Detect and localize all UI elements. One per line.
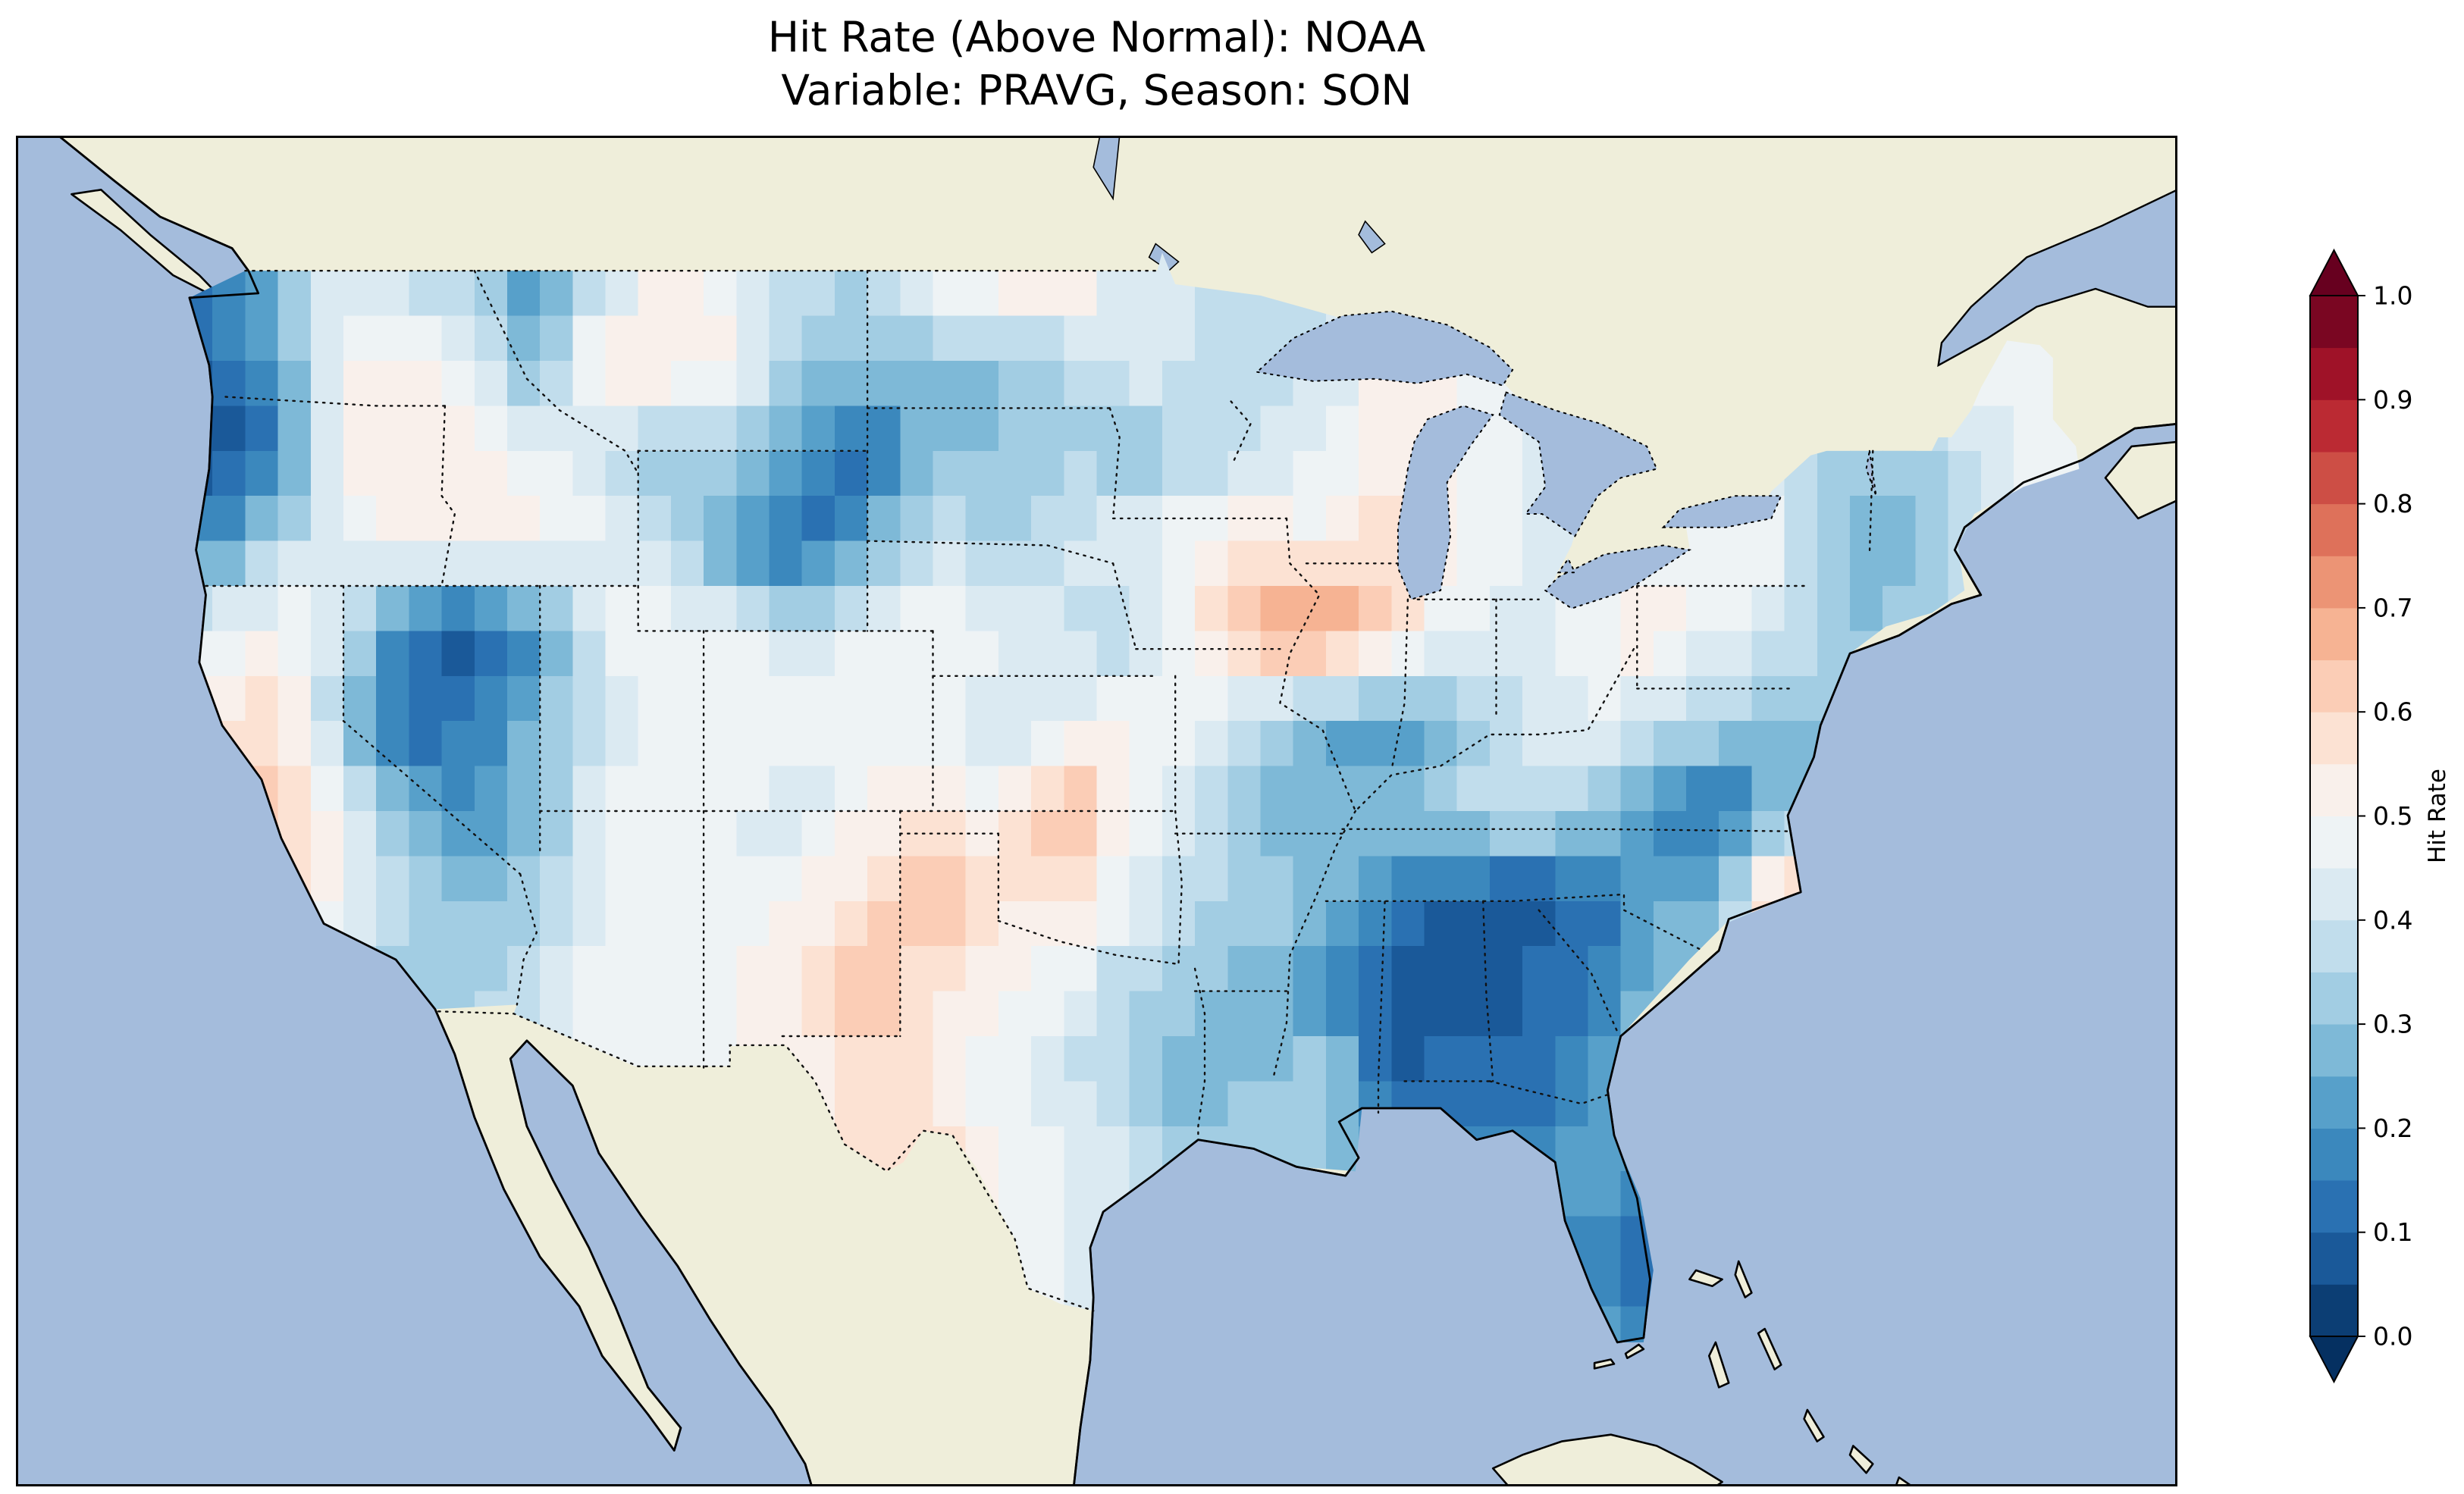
state-border-line (1868, 449, 1874, 556)
gulf-of-st-lawrence (1937, 188, 2177, 368)
state-border-line (224, 396, 447, 407)
small-island (1848, 1445, 1874, 1474)
colorbar-tick-label: 0.9 (2373, 385, 2412, 415)
colorbar-tick-label: 0.2 (2373, 1113, 2412, 1143)
axes-frame (16, 136, 2177, 1486)
state-border-line (1390, 598, 1409, 772)
lake (1498, 391, 1658, 538)
small-island (1757, 1327, 1782, 1370)
small-island (1734, 1260, 1753, 1298)
state-border-line (1377, 900, 1386, 1114)
canadian-lake (1358, 220, 1386, 254)
state-border-line (1488, 1080, 1609, 1105)
state-border-line (1279, 517, 1357, 813)
nova-scotia (2104, 440, 2177, 520)
colorbar-ticks: 1.0 0.9 0.8 0.7 0.6 0.5 0.4 0.3 0.2 0.1 0.0 (2358, 281, 2412, 1351)
colorbar-tick-label: 0.6 (2373, 697, 2412, 727)
chart-title-line1: Hit Rate (Above Normal): NOAA (767, 13, 1426, 61)
state-border-line (516, 873, 538, 1006)
small-island (1803, 1408, 1825, 1442)
colorbar-tick-label: 1.0 (2373, 281, 2412, 311)
chart-title: Hit Rate (Above Normal): NOAA Variable: … (16, 11, 2177, 117)
colorbar-tick-label: 0.3 (2373, 1010, 2412, 1039)
state-border-line (1272, 810, 1357, 1078)
lake (1556, 557, 1576, 574)
colorbar-under-arrow (2309, 1336, 2359, 1384)
state-border-line (1354, 648, 1635, 813)
state-border-line (437, 1010, 1095, 1312)
great-lakes-layer (1256, 310, 1877, 609)
colorbar: 1.0 0.9 0.8 0.7 0.6 0.5 0.4 0.3 0.2 0.1 0.0 Hit Rat… (2309, 248, 2451, 1384)
state-border-line (1538, 909, 1619, 1033)
state-border-line (1230, 400, 1252, 461)
state-borders-layer (205, 269, 1874, 1312)
small-island (1688, 1269, 1723, 1287)
state-border-line (1511, 893, 1704, 952)
state-border-line (1341, 828, 1792, 832)
small-island (1593, 1358, 1616, 1370)
colorbar-tick-label: 0.1 (2373, 1217, 2412, 1247)
state-border-line (473, 269, 639, 475)
state-border-line (342, 720, 522, 875)
lake (1661, 495, 1782, 528)
chart-title-line2: Variable: PRAVG, Season: SON (781, 66, 1412, 115)
colorbar-tick-label: 0.5 (2373, 801, 2412, 831)
colorbar-over-arrow (2309, 248, 2359, 296)
lake (1256, 310, 1514, 387)
colorbar-axis-label: Hit Rate (2424, 769, 2451, 863)
colorbar-tick-label: 0.7 (2373, 593, 2412, 622)
state-border-line (1174, 675, 1183, 966)
state-border-line (1108, 407, 1121, 520)
colorbar-tick-label: 0.0 (2373, 1322, 2412, 1351)
state-border-line (866, 540, 1114, 565)
coastline-outline (57, 136, 2177, 1486)
state-border-line (1111, 562, 1137, 650)
colorbar-tick-label: 0.4 (2373, 905, 2412, 935)
canadian-lake (1092, 136, 1121, 201)
state-border-line (440, 405, 456, 587)
state-border-line (1481, 900, 1494, 1082)
lake (1397, 405, 1494, 601)
state-border-line (1193, 967, 1206, 1136)
colorbar-tick-label: 0.8 (2373, 489, 2412, 518)
map-plot (16, 136, 2177, 1486)
colorbar-gradient (2310, 296, 2358, 1337)
cuba-island (1491, 1433, 1723, 1486)
small-island (1624, 1343, 1645, 1359)
small-island (1708, 1341, 1730, 1389)
